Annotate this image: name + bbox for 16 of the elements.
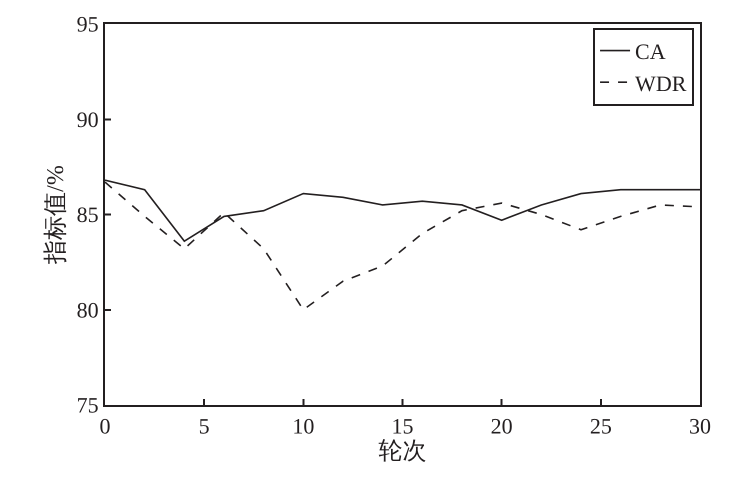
x-tick-label: 10	[292, 413, 314, 438]
y-tick-label: 95	[76, 12, 99, 37]
legend-label: CA	[635, 39, 666, 64]
x-tick-label: 0	[100, 413, 110, 438]
x-tick-label: 20	[490, 413, 513, 438]
x-tick-label: 5	[198, 413, 210, 438]
x-tick-label: 15	[392, 413, 414, 438]
x-axis-title: 轮次	[378, 438, 426, 464]
y-tick-label: 85	[76, 202, 99, 228]
y-tick-label: 80	[76, 297, 99, 322]
y-tick-label: 75	[76, 392, 99, 418]
y-axis-title: 指标值/%	[43, 165, 70, 265]
x-tick-label: 30	[689, 413, 711, 438]
x-tick-label: 25	[590, 413, 612, 438]
y-tick-label: 90	[76, 106, 99, 132]
legend-label: WDR	[635, 70, 687, 96]
